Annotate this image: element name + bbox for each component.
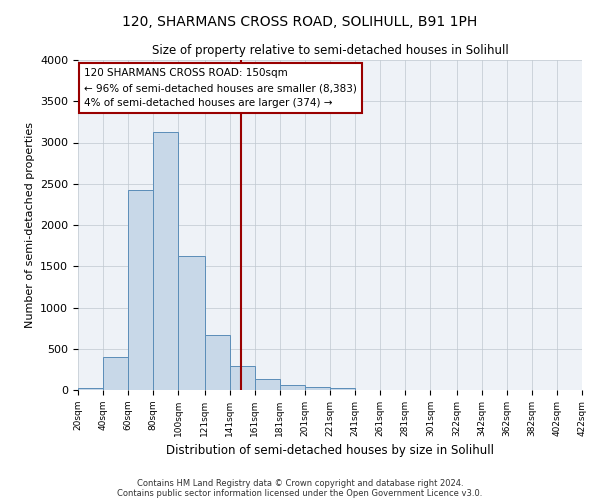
Bar [230,366,255,390]
Title: Size of property relative to semi-detached houses in Solihull: Size of property relative to semi-detach… [152,44,508,58]
Bar [128,190,153,390]
Bar [78,388,103,390]
Bar [280,385,305,390]
Text: Contains HM Land Registry data © Crown copyright and database right 2024.: Contains HM Land Registry data © Crown c… [137,478,463,488]
Bar [205,334,230,390]
Y-axis label: Number of semi-detached properties: Number of semi-detached properties [25,122,35,328]
Bar [255,380,280,390]
X-axis label: Distribution of semi-detached houses by size in Solihull: Distribution of semi-detached houses by … [166,444,494,458]
Bar [153,132,178,390]
Text: 120, SHARMANS CROSS ROAD, SOLIHULL, B91 1PH: 120, SHARMANS CROSS ROAD, SOLIHULL, B91 … [122,15,478,29]
Text: 120 SHARMANS CROSS ROAD: 150sqm
← 96% of semi-detached houses are smaller (8,383: 120 SHARMANS CROSS ROAD: 150sqm ← 96% of… [84,68,357,108]
Bar [178,256,205,390]
Bar [103,357,128,390]
Bar [305,386,330,390]
Bar [330,388,355,390]
Text: Contains public sector information licensed under the Open Government Licence v3: Contains public sector information licen… [118,488,482,498]
